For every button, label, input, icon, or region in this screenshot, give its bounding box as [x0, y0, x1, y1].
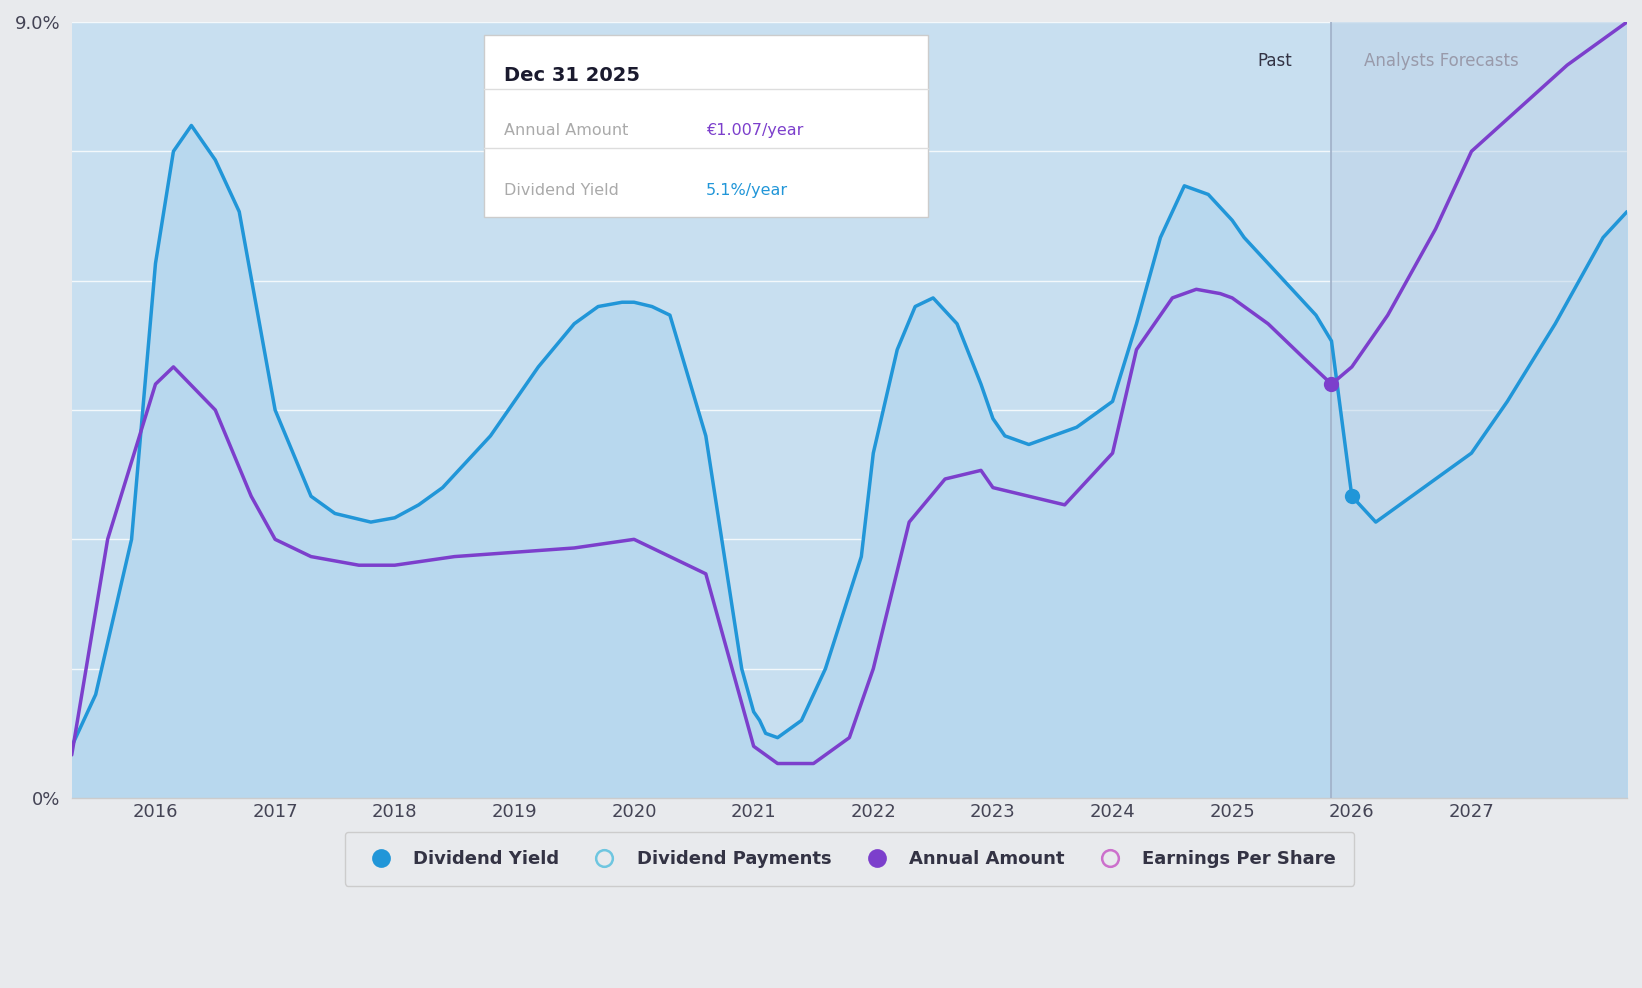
Text: €1.007/year: €1.007/year [706, 124, 803, 138]
Text: Analysts Forecasts: Analysts Forecasts [1365, 51, 1519, 70]
Text: Annual Amount: Annual Amount [504, 124, 629, 138]
Text: Dividend Yield: Dividend Yield [504, 183, 619, 198]
Text: 5.1%/year: 5.1%/year [706, 183, 788, 198]
Legend: Dividend Yield, Dividend Payments, Annual Amount, Earnings Per Share: Dividend Yield, Dividend Payments, Annua… [345, 832, 1355, 886]
Text: Past: Past [1258, 51, 1292, 70]
Bar [1332, 22, 1627, 798]
Text: Dec 31 2025: Dec 31 2025 [504, 66, 640, 85]
